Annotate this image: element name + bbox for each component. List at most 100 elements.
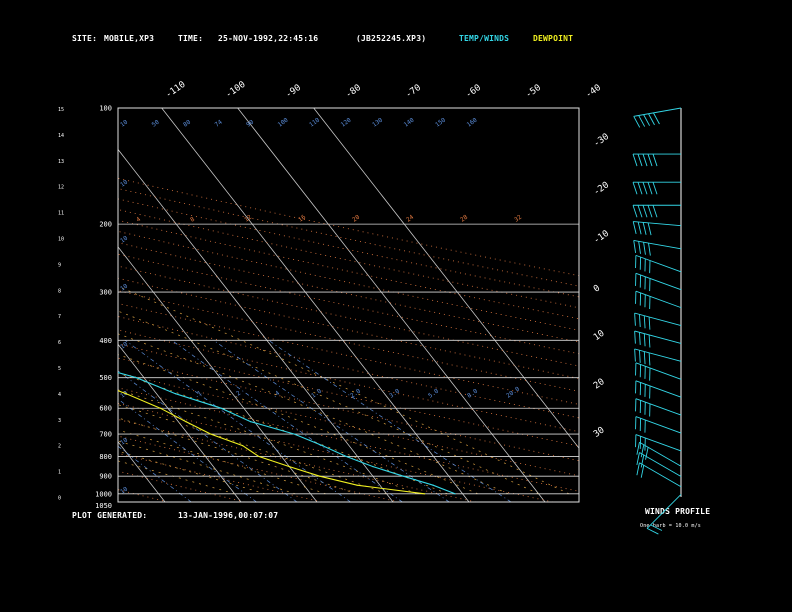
wind-barb-flag — [632, 182, 638, 195]
temperature-point — [402, 475, 404, 477]
wind-barb-flag — [638, 115, 646, 127]
dewpoint-point — [83, 377, 84, 378]
wind-barb-staff — [635, 434, 682, 452]
moist-adiabat — [118, 440, 296, 495]
wind-barb-flag — [648, 113, 655, 126]
mixing-ratio-label: 90 — [245, 119, 255, 129]
mixing-ratio-label: 10 — [119, 341, 129, 351]
wind-barb-flag — [638, 241, 641, 254]
temperature-point — [432, 484, 434, 486]
axis-labels: 1050100090080070060050040030020010001234… — [58, 80, 611, 510]
wind-barb-staff — [635, 398, 682, 416]
moist-adiabat — [118, 372, 448, 495]
isotherm-label: -60 — [464, 83, 483, 101]
wind-barb-flag — [642, 182, 648, 195]
wind-barb-flag — [648, 352, 651, 366]
dry-adiabat-label: 28 — [459, 214, 469, 224]
wind-barb-staff — [635, 272, 682, 291]
isotherm-line — [118, 343, 242, 502]
dry-adiabat-label: 20 — [351, 214, 361, 224]
wind-barb — [635, 290, 682, 309]
moist-adiabat — [118, 354, 478, 495]
dry-adiabat — [0, 108, 14, 502]
isotherm-line — [161, 108, 470, 502]
wind-barb-flag — [633, 240, 637, 253]
time-label: TIME: — [178, 34, 204, 43]
wind-barb — [635, 398, 682, 417]
wind-barb-flag — [634, 348, 636, 362]
temperature-point — [174, 393, 177, 395]
dry-adiabat-label: 12 — [243, 214, 253, 224]
wind-barb-flag — [648, 316, 651, 330]
dewpoint-point — [356, 484, 358, 486]
wind-barb-staff — [634, 312, 682, 326]
dewpoint-point — [125, 393, 127, 395]
pressure-tick-label: 400 — [99, 337, 112, 345]
dewpoint-curve — [118, 390, 425, 495]
wind-barb-flag — [632, 153, 638, 167]
mixing-ratio-label: 10 — [119, 437, 129, 447]
mixing-ratio-line — [0, 340, 112, 502]
wind-barb — [632, 221, 682, 236]
temperature-point — [23, 340, 24, 341]
isotherm-label: -90 — [284, 83, 303, 101]
wind-barb — [634, 312, 682, 330]
wind-barb-flag — [642, 222, 647, 235]
wind-barb — [632, 204, 681, 218]
plot-generated-label: PLOT GENERATED: — [72, 511, 148, 520]
wind-barb-staff — [634, 348, 682, 362]
mixing-ratio-label: 130 — [371, 116, 384, 128]
height-tick-label: 8 — [58, 288, 61, 294]
wind-barb-flag — [636, 452, 640, 466]
wind-barb-flag — [637, 153, 643, 167]
wind-barb-flag — [652, 153, 658, 167]
wind-barb-flag — [642, 205, 648, 218]
wind-barb — [634, 330, 682, 348]
wind-barb — [635, 272, 682, 292]
wind-barb — [633, 239, 682, 256]
wind-barb — [632, 181, 681, 195]
wind-barb — [636, 452, 682, 477]
height-tick-label: 1 — [58, 470, 61, 476]
wind-barb — [634, 348, 682, 366]
pressure-tick-label: 600 — [99, 405, 112, 413]
height-tick-label: 13 — [58, 159, 64, 165]
mixing-ratio-label: 74 — [214, 119, 224, 129]
mixing-ratio-label: 5.0 — [427, 387, 440, 399]
mixing-ratio-label: 1.0 — [310, 387, 323, 399]
dry-adiabat — [118, 188, 579, 287]
isotherm-label: -30 — [592, 132, 611, 150]
moist-adiabat — [118, 417, 357, 495]
mixing-ratio-label: 10 — [119, 235, 129, 245]
wind-barb — [635, 434, 682, 452]
height-tick-label: 4 — [58, 392, 61, 398]
pressure-tick-label: 900 — [99, 473, 112, 481]
wind-barb-flag — [652, 182, 658, 195]
mixing-ratio-line — [124, 340, 351, 502]
isotherm-label: -50 — [524, 83, 543, 101]
mixing-ratio-line — [118, 398, 257, 502]
dewpoint-point — [185, 421, 187, 423]
winds-profile-note: One barb = 10.0 m/s — [640, 523, 701, 529]
mixing-ratio-line — [213, 340, 450, 502]
isotherm-label: -110 — [164, 80, 188, 101]
mixing-ratio-label: 10 — [119, 119, 129, 129]
plot-frame — [117, 107, 580, 503]
pressure-tick-label: 200 — [99, 221, 112, 229]
moist-adiabat — [118, 429, 326, 495]
height-tick-label: 2 — [58, 444, 61, 450]
plot-generated-value: 13-JAN-1996,00:07:07 — [178, 511, 279, 520]
dewpoint-point — [210, 433, 212, 435]
wind-barb-flag — [640, 465, 645, 478]
temperature-point — [372, 465, 374, 468]
mixing-ratio-line — [118, 445, 192, 502]
wind-barb — [635, 380, 682, 399]
wind-barb-flag — [633, 116, 641, 128]
moist-adiabat — [118, 450, 266, 495]
dewpoint-point — [159, 407, 161, 409]
dry-adiabat — [0, 108, 91, 502]
pressure-tick-label: 1050 — [95, 502, 112, 510]
wind-barb — [646, 494, 682, 535]
mixing-ratio-label: 110 — [308, 116, 321, 128]
wind-barb-flag — [640, 444, 645, 458]
